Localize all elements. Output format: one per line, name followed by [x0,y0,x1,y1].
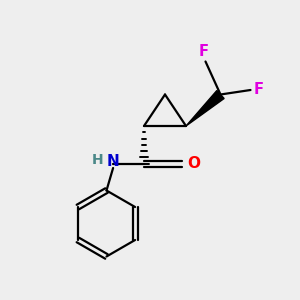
Text: H: H [92,153,103,167]
Text: F: F [254,82,263,98]
Text: N: N [107,154,119,169]
Polygon shape [186,91,224,126]
Text: O: O [187,156,200,171]
Text: F: F [199,44,209,59]
